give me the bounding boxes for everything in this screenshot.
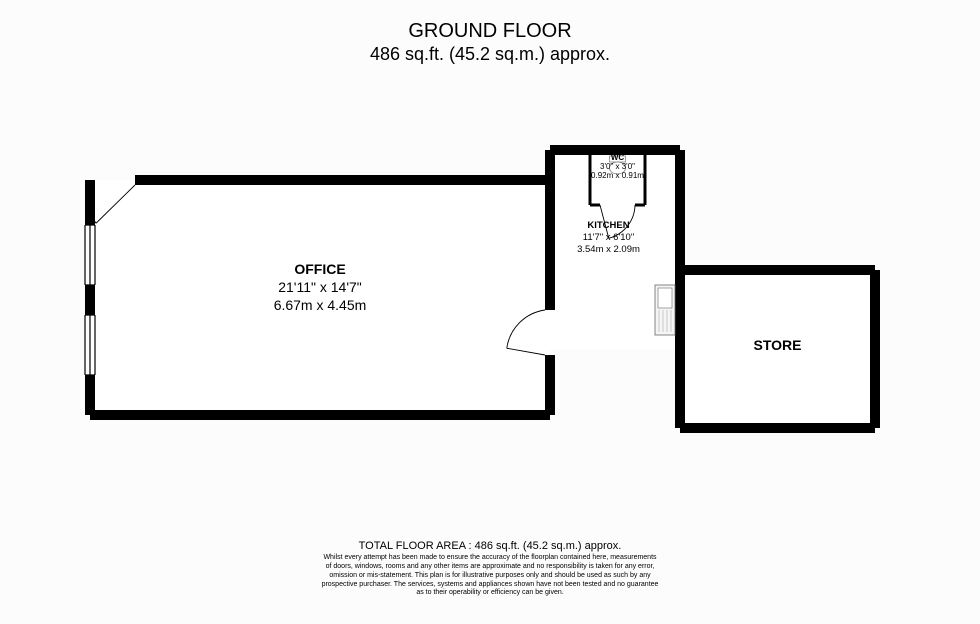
office-dims-imperial: 21'11" x 14'7" [220, 278, 420, 296]
office-dims-metric: 6.67m x 4.45m [220, 296, 420, 314]
disclaimer-line: omission or mis-statement. This plan is … [0, 572, 980, 581]
kitchen-sink-icon [655, 285, 675, 335]
disclaimer-line: of doors, windows, rooms and any other i… [0, 563, 980, 572]
wc-dims-metric: 0.92m x 0.91m [578, 172, 658, 181]
total-floor-area: TOTAL FLOOR AREA : 486 sq.ft. (45.2 sq.m… [0, 540, 980, 552]
wc-label: WC 3'0" x 3'0" 0.92m x 0.91m [578, 154, 658, 180]
store-label: STORE [718, 336, 838, 354]
kitchen-label: KITCHEN 11'7" x 6'10" 3.54m x 2.09m [549, 220, 669, 256]
disclaimer-line: prospective purchaser. The services, sys… [0, 581, 980, 590]
kitchen-dims-imperial: 11'7" x 6'10" [549, 232, 669, 244]
office-name: OFFICE [220, 260, 420, 278]
disclaimer-line: Whilst every attempt has been made to en… [0, 554, 980, 563]
kitchen-dims-metric: 3.54m x 2.09m [549, 244, 669, 256]
store-name: STORE [718, 336, 838, 354]
footer: TOTAL FLOOR AREA : 486 sq.ft. (45.2 sq.m… [0, 540, 980, 598]
floorplan-page: GROUND FLOOR 486 sq.ft. (45.2 sq.m.) app… [0, 0, 980, 624]
office-label: OFFICE 21'11" x 14'7" 6.67m x 4.45m [220, 260, 420, 315]
disclaimer-line: as to their operability or efficiency ca… [0, 589, 980, 598]
kitchen-name: KITCHEN [549, 220, 669, 232]
floorplan-svg [0, 0, 980, 624]
